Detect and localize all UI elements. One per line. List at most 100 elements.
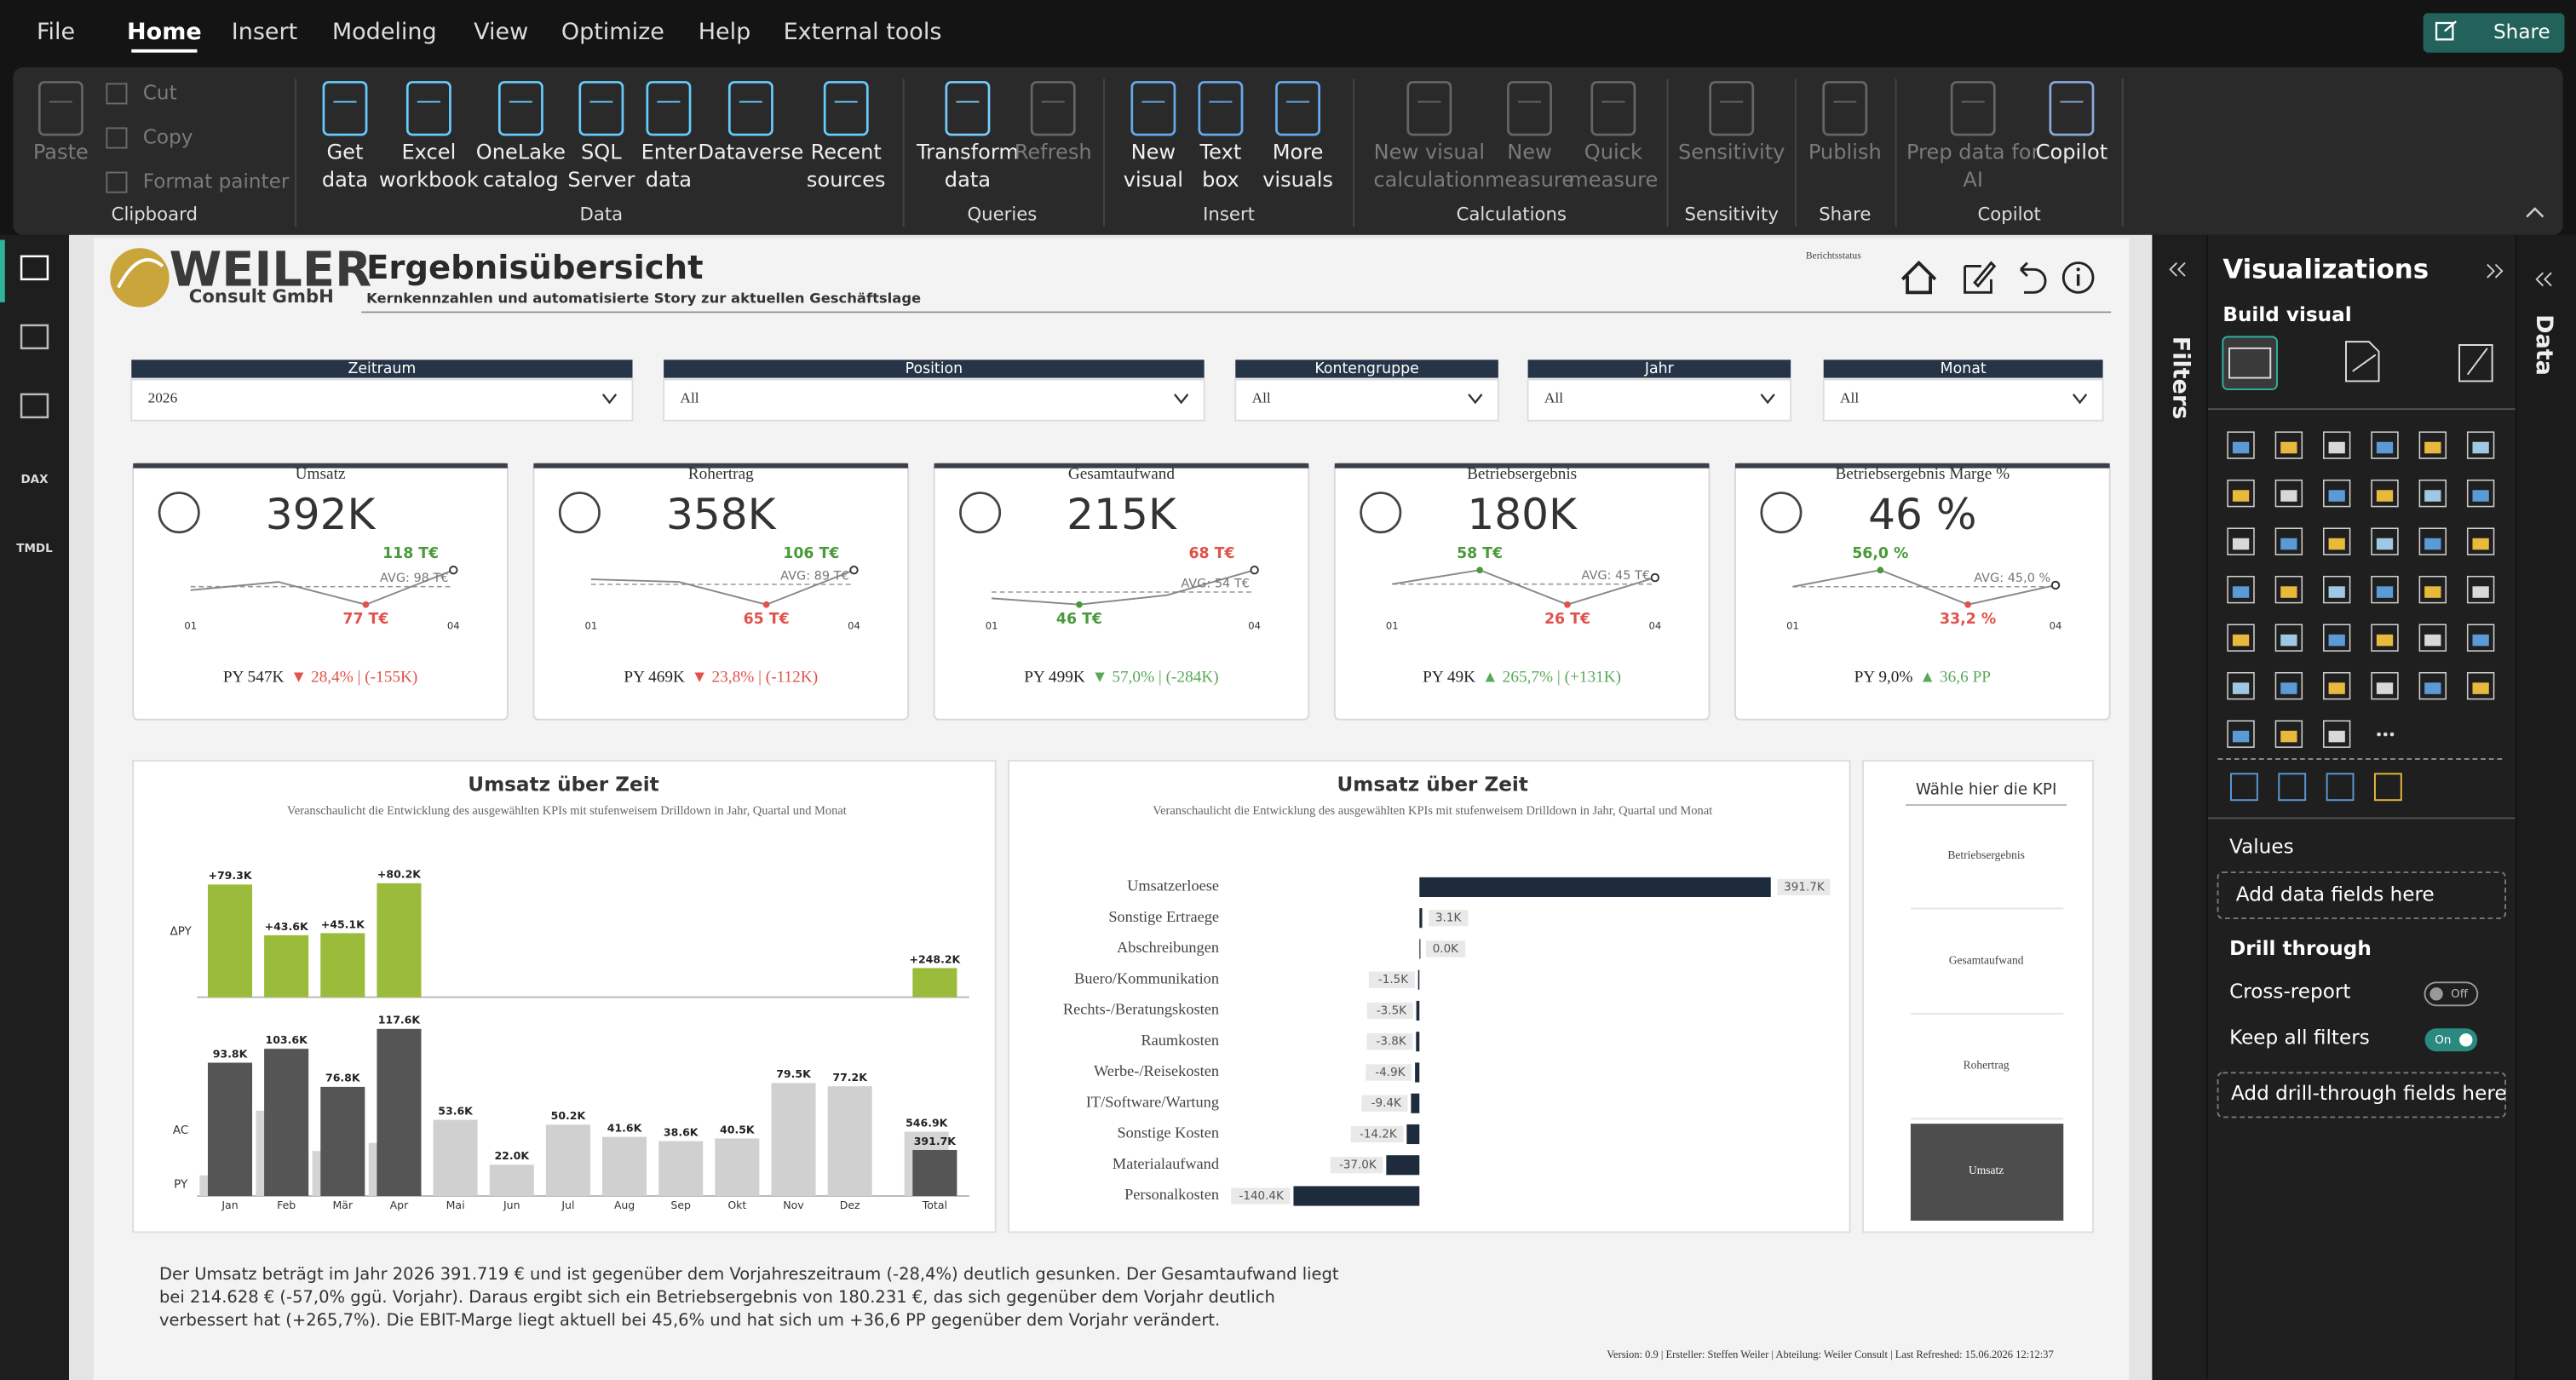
info-icon[interactable] <box>2061 262 2095 294</box>
viz-icon[interactable] <box>2274 720 2303 748</box>
viz-icon[interactable] <box>2371 527 2399 555</box>
viz-icon[interactable] <box>2274 671 2303 700</box>
viz-icon[interactable] <box>2466 431 2495 459</box>
viz-icon[interactable] <box>2466 671 2495 700</box>
viz-icon[interactable] <box>2227 575 2255 604</box>
nav-icon[interactable] <box>20 324 49 350</box>
menu-item[interactable]: File <box>37 19 75 45</box>
viz-icon[interactable] <box>2371 624 2399 652</box>
ribbon-button[interactable]: data <box>945 168 991 192</box>
viz-icon[interactable] <box>2466 624 2495 652</box>
ribbon-button[interactable]: Copilot <box>2036 140 2107 164</box>
ribbon-button[interactable]: visuals <box>1262 168 1333 192</box>
viz-icon[interactable] <box>2418 671 2447 700</box>
format-icon[interactable] <box>2345 341 2380 382</box>
nav-item[interactable]: DAX <box>20 473 49 486</box>
menu-item[interactable]: Help <box>699 19 751 45</box>
collapse-ribbon[interactable] <box>2526 207 2544 218</box>
menu-item[interactable]: Insert <box>232 19 297 45</box>
menu-item[interactable]: Home <box>127 19 202 45</box>
ribbon-button[interactable]: data <box>322 168 368 192</box>
slicer-box[interactable] <box>1822 378 2104 422</box>
ribbon-button[interactable]: measure <box>1485 168 1574 192</box>
selector-option[interactable]: Rohertrag <box>1964 1059 2010 1072</box>
viz-icon[interactable] <box>2418 431 2447 459</box>
viz-icon[interactable] <box>2323 624 2351 652</box>
ribbon-button[interactable]: box <box>1202 168 1239 192</box>
viz-icon[interactable] <box>2323 479 2351 508</box>
slicer-box[interactable] <box>663 378 1205 422</box>
viz-icon[interactable] <box>2230 773 2258 802</box>
viz-icon[interactable] <box>2227 431 2255 459</box>
undo-icon[interactable] <box>2020 262 2047 294</box>
viz-icon[interactable] <box>2278 773 2307 802</box>
filters-title[interactable]: Filters <box>2168 336 2194 420</box>
menu-item[interactable]: Modeling <box>332 19 437 45</box>
ribbon-button[interactable]: measure <box>1568 168 1658 192</box>
viz-icon[interactable] <box>2274 624 2303 652</box>
viz-icon[interactable] <box>2323 671 2351 700</box>
selector-option[interactable]: Gesamtaufwand <box>1949 953 2024 966</box>
ribbon-button[interactable]: Prep data for <box>1906 140 2039 164</box>
drop-zone-label[interactable]: Add drill-through fields here <box>2231 1083 2507 1105</box>
slicer-box[interactable] <box>1234 378 1499 422</box>
ribbon-button[interactable]: Dataverse <box>698 140 803 164</box>
ribbon-button[interactable]: Quick <box>1584 140 1642 164</box>
slicer-value[interactable]: 2026 <box>148 390 178 406</box>
nav-item[interactable]: TMDL <box>16 542 53 555</box>
ribbon-button[interactable]: Format painter <box>143 171 290 193</box>
viz-more[interactable] <box>2383 732 2388 737</box>
ribbon-button[interactable]: Transform <box>916 140 1019 164</box>
viz-icon[interactable] <box>2326 773 2355 802</box>
edit-icon[interactable] <box>1964 261 1997 294</box>
nav-icon[interactable] <box>20 255 49 281</box>
ribbon-button[interactable]: AI <box>1963 168 1983 192</box>
ribbon-button[interactable]: data <box>646 168 692 192</box>
ribbon-button[interactable]: Copy <box>143 127 193 149</box>
ribbon-button[interactable]: sources <box>807 168 886 192</box>
viz-icon[interactable] <box>2418 479 2447 508</box>
viz-icon[interactable] <box>2323 431 2351 459</box>
selector-option[interactable]: Umsatz <box>1969 1164 2004 1176</box>
ribbon-button[interactable]: New <box>1131 140 1176 164</box>
toggle-off[interactable] <box>2424 981 2479 1007</box>
ribbon-button[interactable]: Excel <box>401 140 456 164</box>
menu-item[interactable]: View <box>474 19 528 45</box>
slicer-value[interactable]: All <box>1544 390 1563 406</box>
menu-item[interactable]: External tools <box>784 19 942 45</box>
viz-icon[interactable] <box>2371 671 2399 700</box>
home-icon[interactable] <box>1900 260 1937 295</box>
slicer-box[interactable] <box>130 378 634 422</box>
viz-icon[interactable] <box>2227 479 2255 508</box>
viz-icon[interactable] <box>2373 773 2402 802</box>
ribbon-button[interactable]: More <box>1273 140 1324 164</box>
analytics-icon[interactable] <box>2458 344 2493 382</box>
viz-more[interactable] <box>2377 732 2381 737</box>
viz-icon[interactable] <box>2418 575 2447 604</box>
slicer-box[interactable] <box>1527 378 1792 422</box>
viz-icon[interactable] <box>2274 527 2303 555</box>
viz-icon[interactable] <box>2323 720 2351 748</box>
ribbon-button[interactable]: Get <box>327 140 364 164</box>
viz-icon[interactable] <box>2274 431 2303 459</box>
ribbon-button[interactable]: workbook <box>379 168 479 192</box>
ribbon-button[interactable]: Cut <box>143 82 177 104</box>
viz-icon[interactable] <box>2274 575 2303 604</box>
selector-option[interactable]: Betriebsergebnis <box>1947 848 2024 861</box>
viz-icon[interactable] <box>2466 527 2495 555</box>
viz-icon[interactable] <box>2371 479 2399 508</box>
slicer-value[interactable]: All <box>1252 390 1271 406</box>
ribbon-button[interactable]: Sensitivity <box>1678 140 1785 164</box>
viz-icon[interactable] <box>2227 720 2255 748</box>
slicer-value[interactable]: All <box>1840 390 1859 406</box>
ribbon-button[interactable]: Publish <box>1808 140 1882 164</box>
viz-icon[interactable] <box>2371 575 2399 604</box>
slicer-value[interactable]: All <box>680 390 699 406</box>
viz-icon[interactable] <box>2227 527 2255 555</box>
viz-icon[interactable] <box>2418 527 2447 555</box>
build-tab[interactable] <box>2222 336 2278 391</box>
ribbon-button[interactable]: Enter <box>641 140 697 164</box>
data-title[interactable]: Data <box>2531 314 2557 376</box>
ribbon-button[interactable]: Paste <box>33 140 89 164</box>
ribbon-button[interactable]: New visual <box>1374 140 1485 164</box>
